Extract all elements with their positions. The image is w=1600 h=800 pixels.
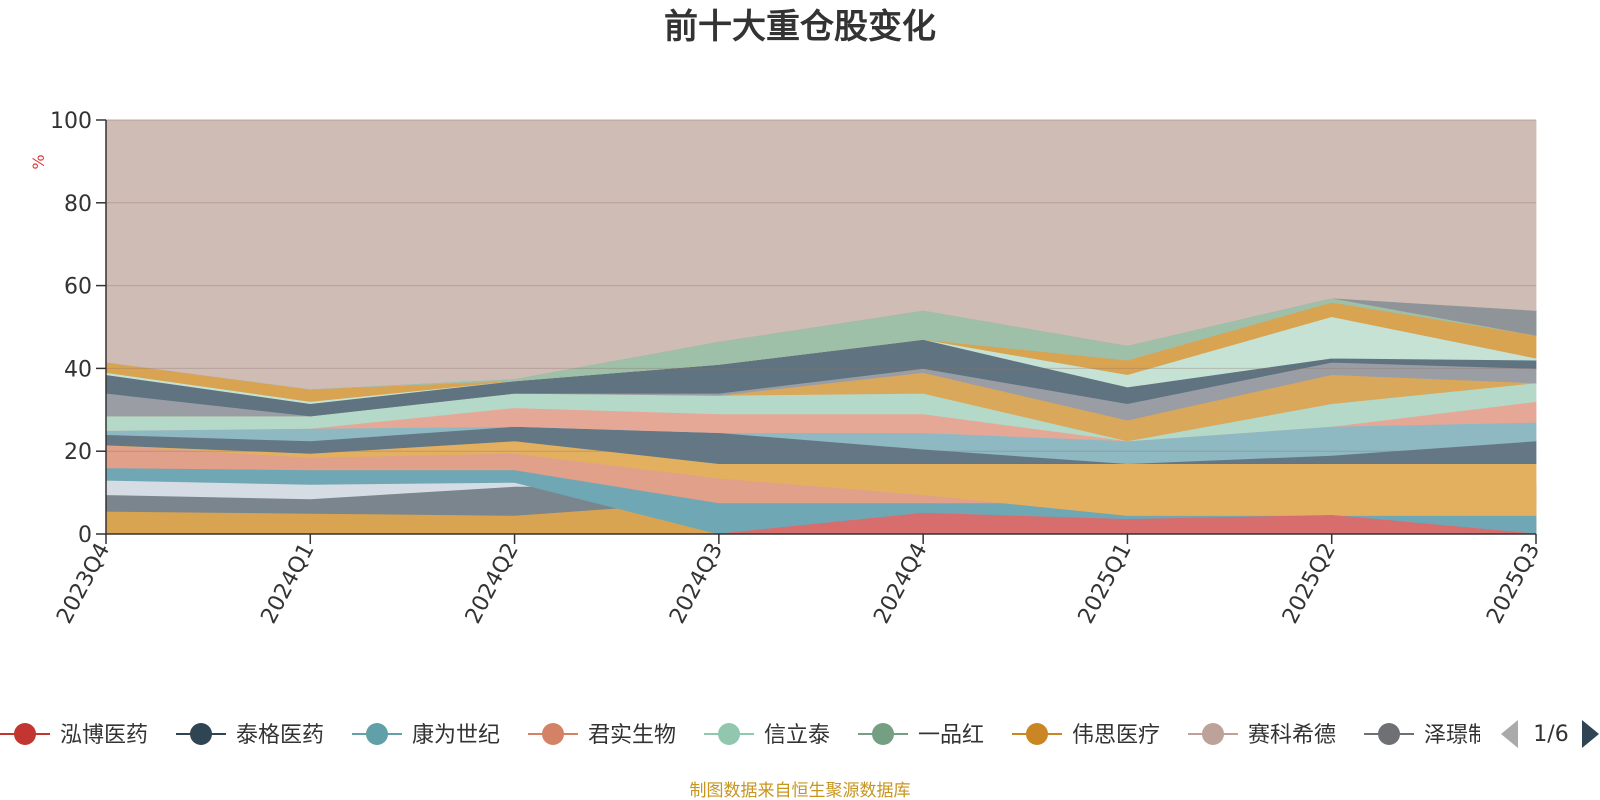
plot-areas	[105, 119, 1537, 535]
legend-item-4[interactable]: 信立泰	[704, 723, 830, 748]
legend-marker-icon	[366, 723, 388, 745]
legend-marker-icon	[718, 723, 740, 745]
x-tick-label-2: 2024Q2	[461, 539, 524, 628]
source-note: 制图数据来自恒生聚源数据库	[690, 781, 911, 800]
legend-marker-icon	[14, 723, 36, 745]
y-tick-label-5: 100	[50, 109, 92, 134]
y-tick-label-1: 20	[64, 440, 92, 465]
x-tick-label-5: 2025Q1	[1074, 539, 1137, 628]
legend-item-5[interactable]: 一品红	[858, 723, 984, 748]
legend-item-1[interactable]: 泰格医药	[176, 723, 324, 748]
legend-label-7: 赛科希德	[1248, 723, 1336, 748]
x-tick-label-6: 2025Q2	[1278, 539, 1341, 628]
y-tick-label-2: 40	[64, 357, 92, 382]
y-tick-label-4: 80	[64, 192, 92, 217]
gridlines	[106, 119, 1536, 452]
axes	[105, 120, 1536, 535]
legend-label-0: 泓博医药	[60, 723, 148, 748]
legend-marker-icon	[872, 723, 894, 745]
legend-marker-icon	[1202, 723, 1224, 745]
legend-marker-icon	[1026, 723, 1048, 745]
legend-prev-page-icon[interactable]	[1501, 720, 1518, 748]
x-tick-label-4: 2024Q4	[869, 539, 932, 628]
legend-next-page-icon[interactable]	[1582, 720, 1599, 748]
x-tick-label-0: 2023Q4	[52, 539, 115, 628]
x-tick-label-3: 2024Q3	[665, 539, 728, 628]
legend-label-6: 伟思医疗	[1072, 723, 1160, 748]
legend-item-8[interactable]: 泽璟制药	[1364, 723, 1512, 748]
legend-item-0[interactable]: 泓博医药	[0, 723, 148, 748]
x-tick-labels: 2023Q4 2024Q1 2024Q2 2024Q3 2024Q4 2025Q1 2025…	[52, 534, 1545, 628]
legend-item-7[interactable]: 赛科希德	[1188, 723, 1336, 748]
x-tick-label-1: 2024Q1	[257, 539, 320, 628]
legend[interactable]: 泓博医药 泰格医药 康为世纪 君实生物 信立泰 一品红 伟思医疗 赛科希德 泽璟制药	[0, 723, 1512, 748]
x-tick-label-7: 2025Q3	[1482, 539, 1545, 628]
y-tick-label-3: 60	[64, 275, 92, 300]
legend-page-indicator: 1/6	[1533, 722, 1568, 747]
y-tick-label-0: 0	[78, 523, 92, 548]
legend-label-4: 信立泰	[764, 723, 830, 748]
y-axis-unit: %	[29, 154, 48, 169]
legend-marker-icon	[190, 723, 212, 745]
legend-pager: 1/6	[1501, 720, 1599, 748]
y-tick-labels: 0 20 40 60 80 100	[50, 109, 106, 548]
legend-item-3[interactable]: 君实生物	[528, 723, 676, 748]
legend-item-6[interactable]: 伟思医疗	[1012, 723, 1160, 748]
legend-item-2[interactable]: 康为世纪	[352, 723, 500, 748]
legend-label-5: 一品红	[918, 723, 984, 748]
legend-label-8: 泽璟制药	[1424, 723, 1512, 748]
legend-marker-icon	[542, 723, 564, 745]
legend-marker-icon	[1378, 723, 1400, 745]
legend-label-1: 泰格医药	[236, 723, 324, 748]
area-series-17	[105, 119, 1537, 390]
chart-title: 前十大重仓股变化	[664, 7, 936, 47]
legend-label-2: 康为世纪	[412, 723, 500, 748]
legend-label-3: 君实生物	[588, 723, 676, 748]
